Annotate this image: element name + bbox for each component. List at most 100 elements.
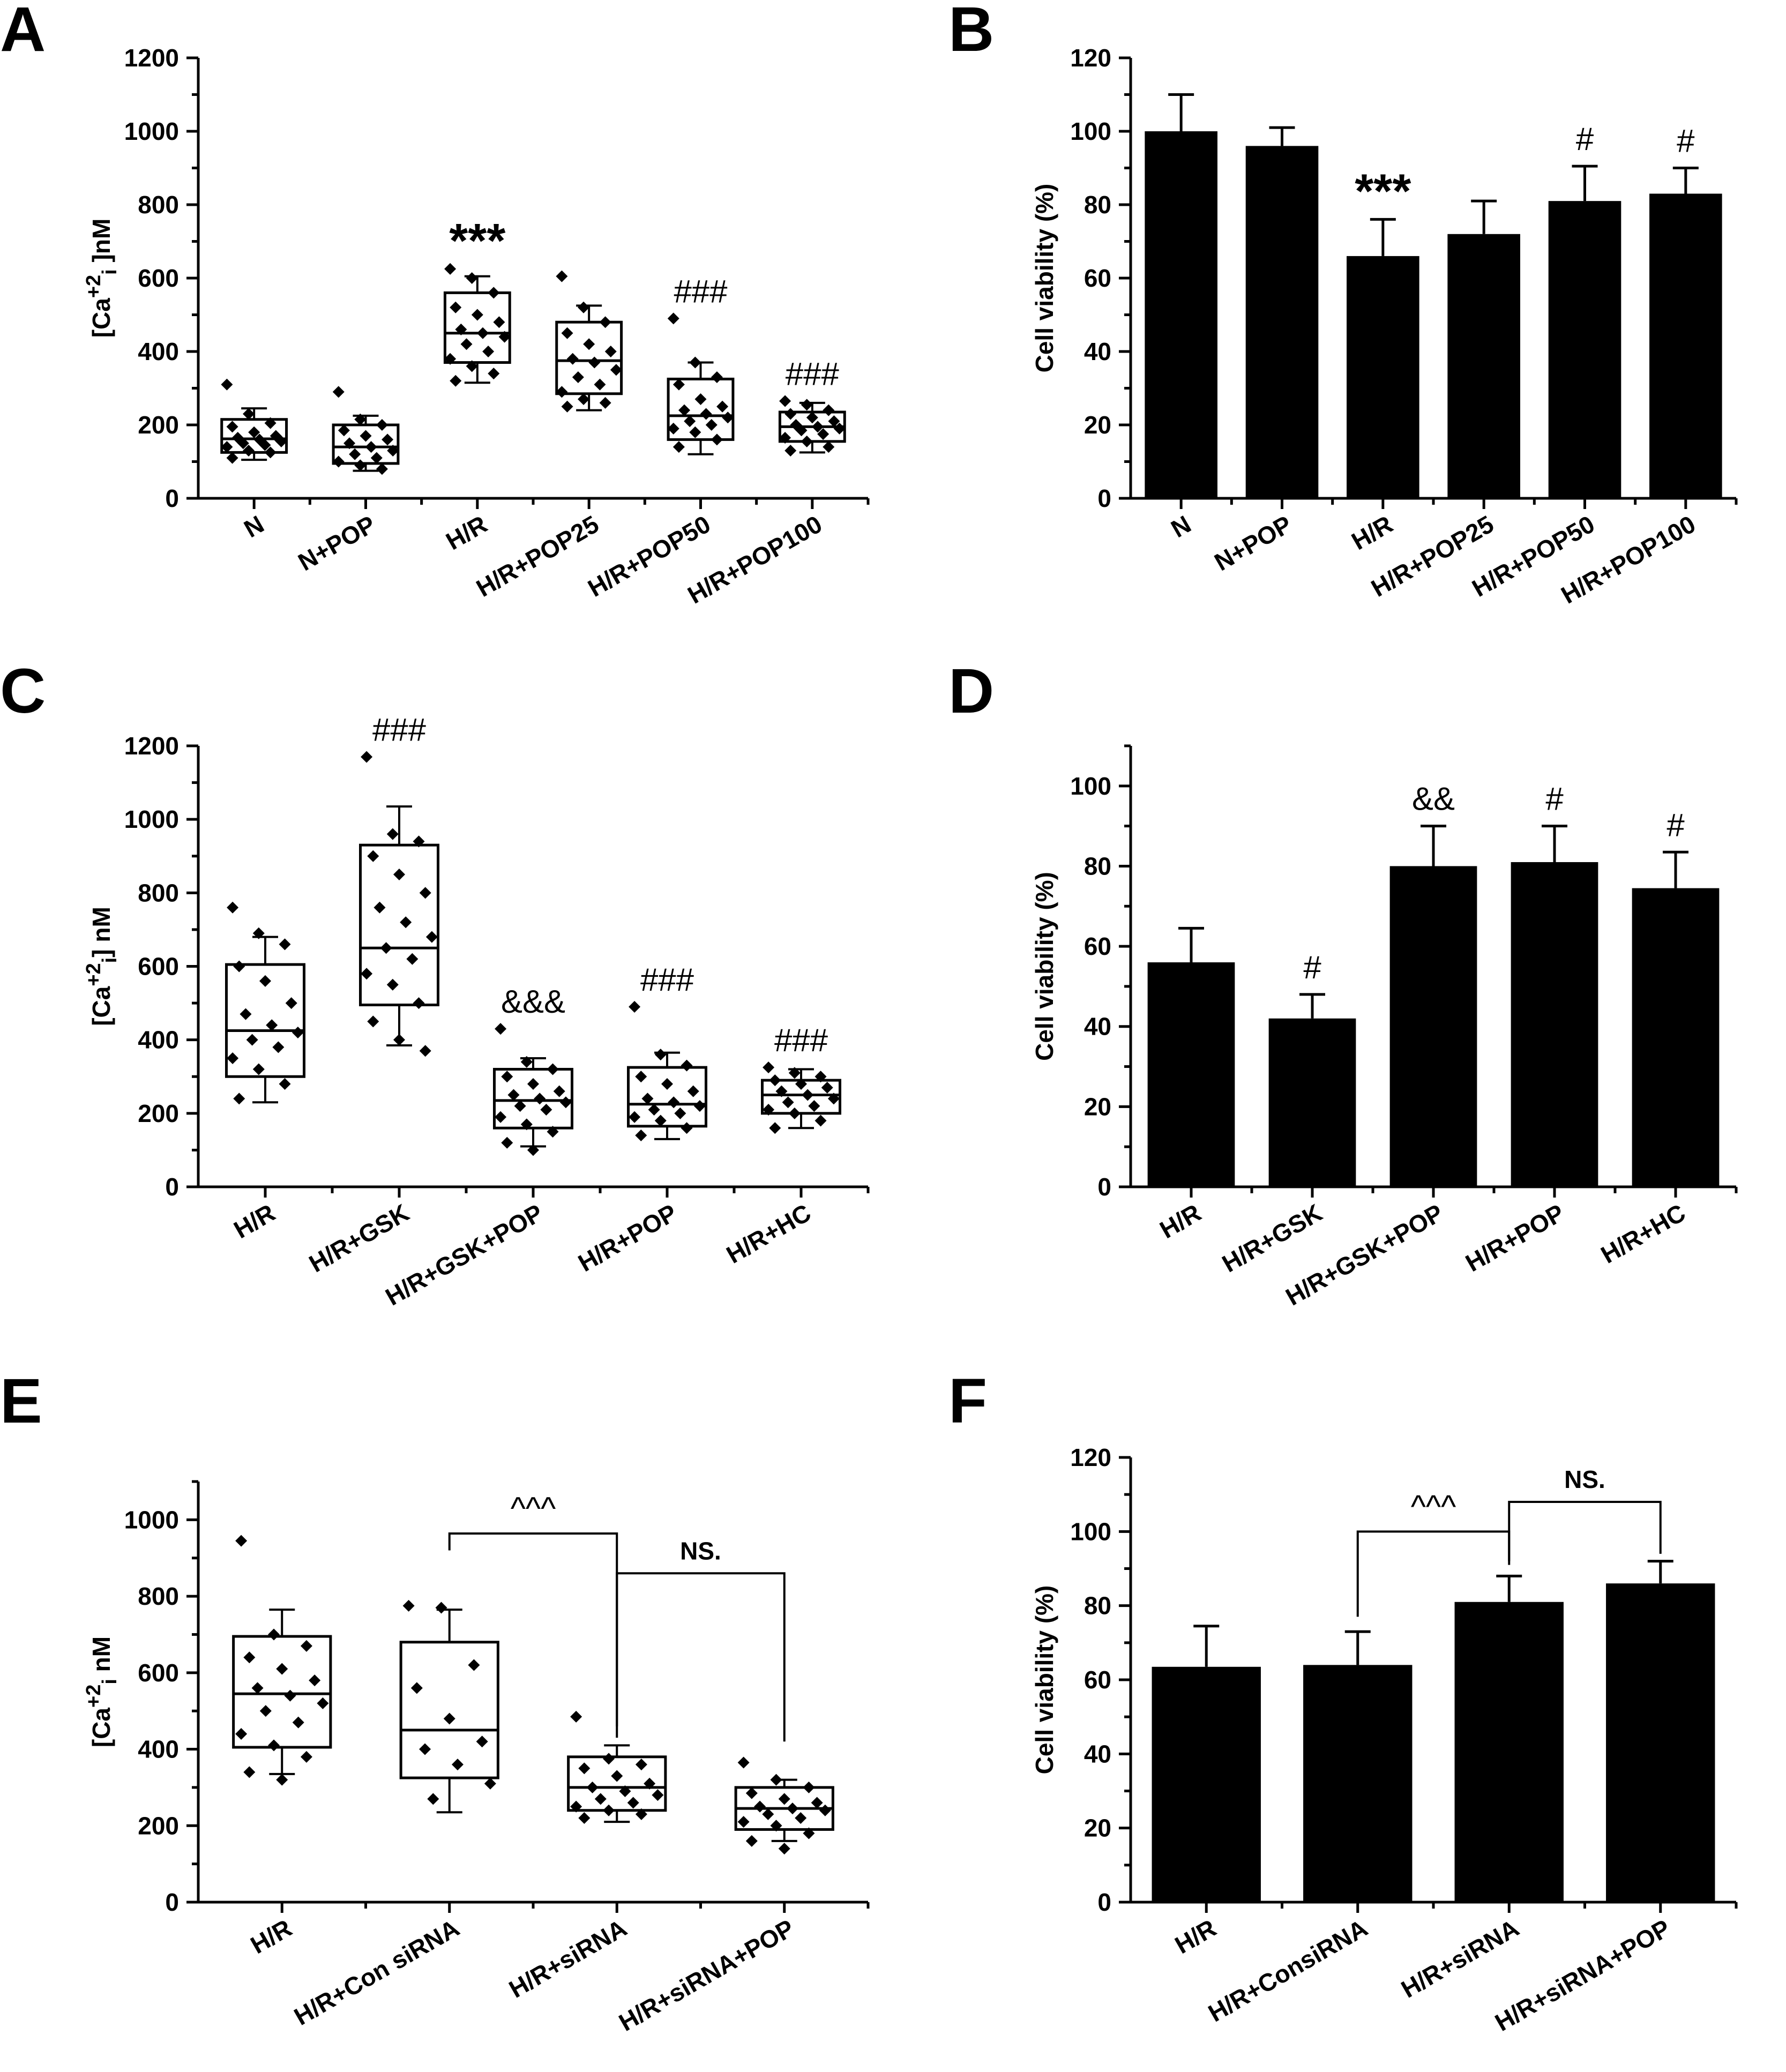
- data-point: [246, 1034, 258, 1046]
- data-point: [769, 1122, 781, 1134]
- x-tick-label: H/R: [441, 510, 492, 556]
- y-tick-label: 80: [1084, 191, 1111, 219]
- bracket-label: NS.: [680, 1537, 721, 1565]
- data-point: [806, 412, 818, 424]
- data-point: [782, 1096, 794, 1109]
- data-point: [635, 1759, 647, 1771]
- data-point: [488, 368, 500, 380]
- significance-label: #: [1576, 121, 1594, 157]
- y-tick-label: 0: [165, 484, 179, 512]
- data-point: [737, 1756, 750, 1769]
- data-point: [466, 360, 478, 372]
- x-tick-label: H/R+POP: [573, 1199, 682, 1277]
- data-point: [534, 1093, 546, 1105]
- data-point: [705, 419, 718, 431]
- x-tick-label: H/R: [1170, 1914, 1221, 1959]
- data-point: [268, 1628, 280, 1641]
- data-point: [264, 417, 277, 429]
- y-tick-label: 100: [1070, 772, 1111, 800]
- data-point: [547, 1126, 559, 1138]
- box-1: [220, 378, 288, 464]
- data-point: [266, 1019, 278, 1031]
- x-tick-label: H/R: [246, 1914, 297, 1959]
- significance-label: ###: [774, 1022, 828, 1058]
- data-point: [803, 1827, 815, 1839]
- data-point: [722, 412, 734, 424]
- data-point: [778, 1793, 790, 1805]
- significance-label: ###: [786, 356, 840, 392]
- data-point: [778, 1843, 790, 1855]
- data-point: [823, 404, 835, 416]
- axis-lines: [197, 58, 868, 500]
- data-point: [547, 1063, 559, 1075]
- y-tick-label: 600: [138, 264, 179, 292]
- data-point: [553, 1085, 565, 1097]
- data-point: [604, 346, 617, 357]
- data-point: [300, 1640, 312, 1652]
- data-point: [737, 1816, 750, 1828]
- data-point: [635, 1808, 647, 1820]
- data-point: [684, 415, 696, 428]
- data-point: [514, 1100, 526, 1112]
- data-point: [498, 331, 511, 343]
- data-point: [823, 441, 835, 453]
- data-point: [570, 1800, 582, 1813]
- data-point: [460, 338, 473, 350]
- data-point: [275, 435, 287, 447]
- bar-2: [1303, 1630, 1413, 1902]
- y-tick-label: 0: [165, 1173, 179, 1201]
- data-point: [578, 393, 590, 406]
- data-point: [226, 452, 238, 464]
- data-point: [811, 421, 824, 433]
- data-point: [801, 399, 813, 411]
- data-point: [687, 1085, 699, 1097]
- y-tick-label: 800: [138, 879, 179, 907]
- data-point: [561, 327, 573, 339]
- data-point: [285, 997, 297, 1009]
- box-4: [555, 270, 623, 413]
- data-point: [400, 916, 412, 929]
- box-3: [567, 1710, 667, 1824]
- box-2: [399, 1599, 499, 1814]
- bar-2: [1268, 993, 1356, 1187]
- data-point: [648, 1103, 660, 1116]
- data-point: [674, 1107, 686, 1119]
- panel-label: A: [0, 0, 46, 65]
- data-point: [808, 1100, 820, 1112]
- bracket-label: NS.: [1564, 1465, 1605, 1493]
- y-tick-label: 60: [1084, 932, 1111, 960]
- data-point: [795, 424, 808, 437]
- x-tick-label: N+POP: [293, 510, 380, 577]
- data-point: [556, 270, 568, 282]
- y-tick-label: 20: [1084, 1814, 1111, 1842]
- y-tick-label: 400: [138, 1736, 179, 1763]
- significance-label: #: [1677, 123, 1695, 159]
- data-point: [627, 1797, 639, 1809]
- data-point: [629, 1000, 641, 1013]
- data-point: [466, 272, 478, 284]
- data-point: [661, 1078, 673, 1090]
- data-point: [828, 415, 840, 428]
- data-point: [769, 1074, 781, 1087]
- bar: [1147, 962, 1235, 1187]
- significance-label: ***: [449, 214, 505, 268]
- data-point: [332, 455, 345, 468]
- y-tick-label: 200: [138, 1812, 179, 1839]
- data-point: [803, 1781, 815, 1793]
- bar-4: [1447, 199, 1520, 498]
- data-point: [578, 1812, 591, 1824]
- data-point: [221, 378, 233, 391]
- bar: [1303, 1665, 1413, 1902]
- data-point: [629, 1111, 641, 1123]
- data-point: [252, 927, 265, 939]
- box-body: [399, 1641, 499, 1779]
- significance-label: #: [1303, 949, 1321, 985]
- data-point: [367, 1015, 379, 1028]
- bar: [1145, 131, 1217, 498]
- data-point: [272, 1041, 285, 1053]
- comparison-bracket: [1508, 1501, 1662, 1561]
- bar: [1245, 146, 1319, 498]
- data-point: [814, 1114, 827, 1127]
- data-point: [635, 1129, 647, 1141]
